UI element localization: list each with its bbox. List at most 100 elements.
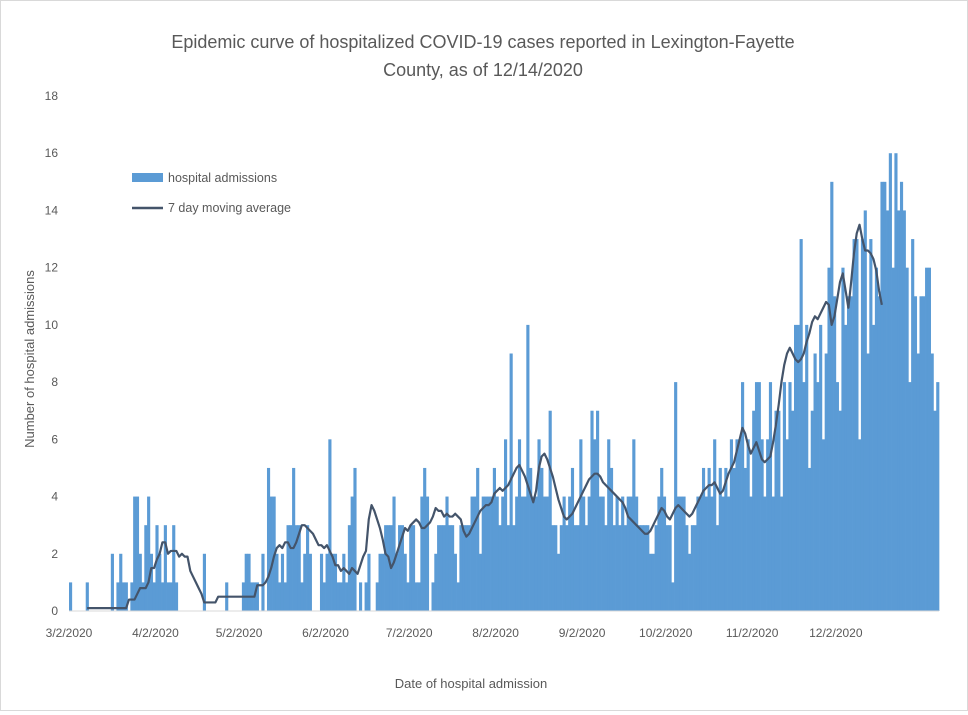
bar [292,467,296,611]
bar [752,410,756,611]
bar [880,181,884,611]
bar [729,439,734,611]
bar [121,582,126,611]
bar [671,582,675,611]
bar [470,496,474,611]
bar [423,467,427,611]
bar [247,553,251,611]
bar [824,353,828,611]
bar [124,582,128,611]
bar [774,410,778,611]
bar [85,582,89,611]
bar [484,496,488,611]
bar [741,382,745,611]
bar [437,525,441,611]
bar [888,153,892,611]
x-tick-label: 4/2/2020 [132,626,179,640]
bar [587,496,591,611]
legend: hospital admissions 7 day moving average [132,171,291,215]
x-tick-label: 9/2/2020 [559,626,606,640]
bar [891,267,895,611]
bar [886,210,890,611]
bar [481,496,485,611]
bar [682,496,686,611]
bar [509,353,513,611]
bar [420,496,424,611]
x-tick-label: 10/2/2020 [639,626,693,640]
bar [799,239,803,611]
bar [743,467,747,611]
bar [414,582,418,611]
y-tick-label: 6 [51,432,58,446]
bar [434,553,438,611]
bar [609,467,614,611]
bar [746,439,750,611]
bar [442,525,446,611]
bar [844,324,848,611]
bar [738,439,742,611]
bar [531,496,536,611]
bar [347,525,351,611]
bar [872,324,876,611]
bar [930,353,934,611]
bar [515,496,519,611]
bar [623,525,628,611]
bar [306,525,310,611]
bar [794,324,798,611]
bar [456,582,460,611]
x-tick-label: 11/2/2020 [726,626,779,640]
bar [523,496,527,611]
bar [584,525,589,611]
bar [835,382,839,611]
legend-line-label: 7 day moving average [168,201,291,215]
bar [161,582,165,611]
bar [568,496,572,611]
bar [916,353,920,611]
bar [807,467,812,611]
bar [398,525,402,611]
bar [147,496,151,611]
bar [409,525,413,611]
bar [632,439,636,611]
bar [782,382,786,611]
bar [590,410,594,611]
bar [855,239,859,611]
y-axis-title: Number of hospital admissions [22,270,37,448]
bar [827,267,831,611]
bar [464,525,469,611]
bar [529,467,533,611]
bar [598,496,602,611]
bar [545,496,549,611]
bar [699,496,703,611]
bar [303,553,307,611]
bar [141,582,145,611]
bar [710,496,714,611]
bar [453,553,457,611]
bar [300,582,304,611]
bar [849,296,853,611]
bar [637,525,641,611]
bar [919,296,923,611]
bar [537,439,541,611]
bar [133,496,137,611]
bar [392,496,396,611]
bar [674,382,678,611]
bar [922,296,926,611]
bar [462,525,466,611]
bar [269,496,273,611]
bar [802,382,806,611]
bar [169,582,173,611]
bar [766,439,770,611]
bar [780,496,784,611]
bar-series-hospital-admissions [69,153,940,611]
bar [657,496,661,611]
y-tick-label: 16 [45,146,59,160]
bar [877,296,881,611]
bar [813,353,817,611]
bar [431,582,435,611]
bar [643,525,647,611]
bar [506,525,510,611]
bar [819,324,823,611]
x-tick-label: 6/2/2020 [302,626,349,640]
bar [350,496,354,611]
